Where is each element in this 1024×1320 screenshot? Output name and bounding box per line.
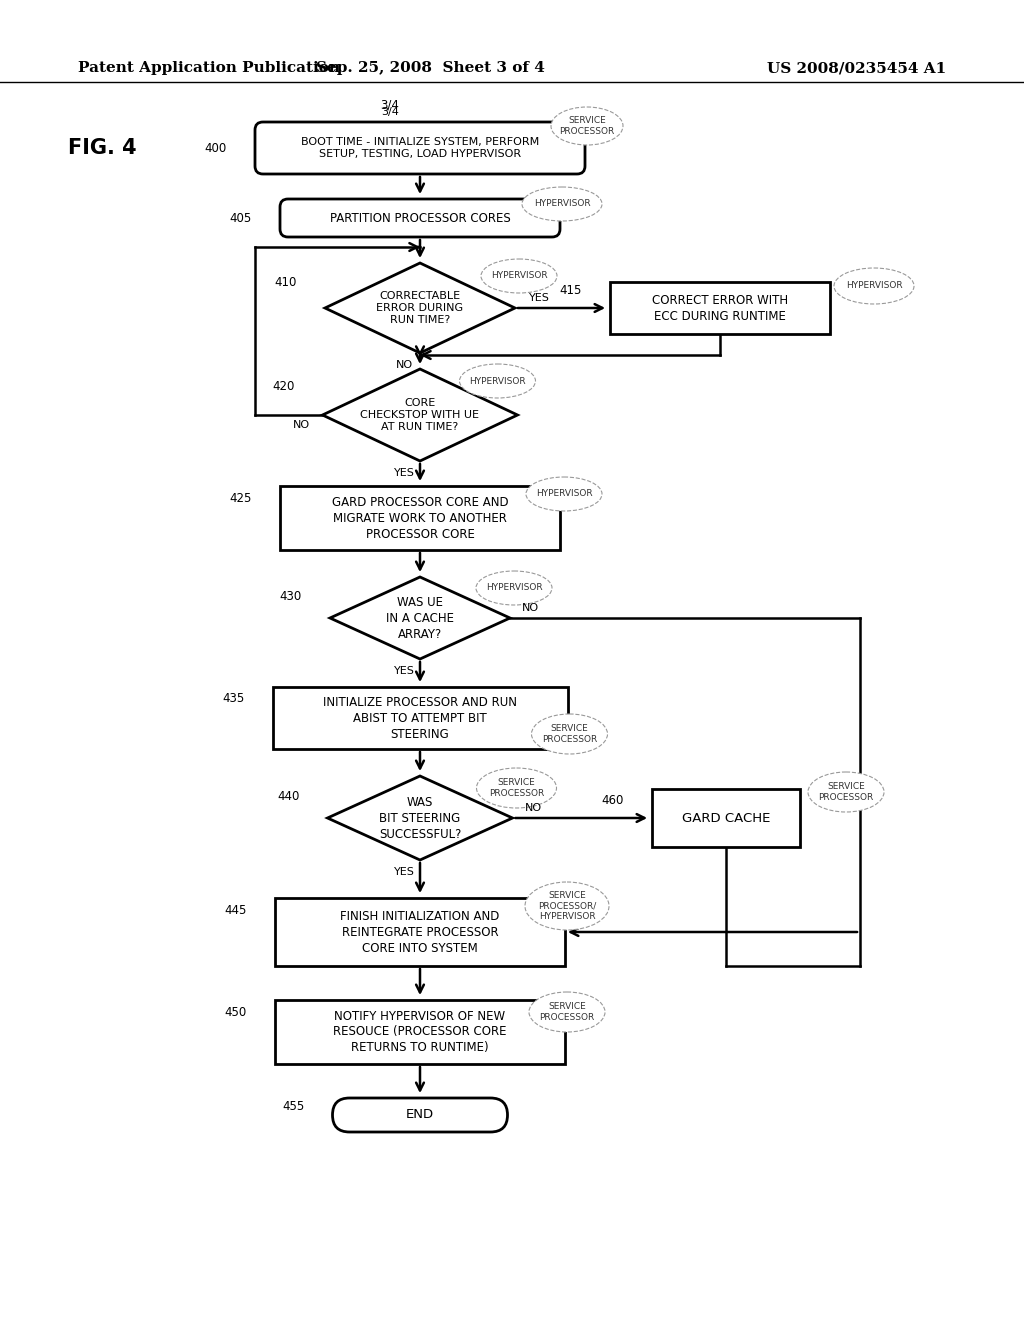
Polygon shape <box>328 776 512 861</box>
Bar <box>280 486 560 550</box>
Text: FINISH INITIALIZATION AND
REINTEGRATE PROCESSOR
CORE INTO SYSTEM: FINISH INITIALIZATION AND REINTEGRATE PR… <box>340 909 500 954</box>
Text: PARTITION PROCESSOR CORES: PARTITION PROCESSOR CORES <box>330 211 510 224</box>
Ellipse shape <box>460 364 536 399</box>
Text: Sep. 25, 2008  Sheet 3 of 4: Sep. 25, 2008 Sheet 3 of 4 <box>315 61 545 75</box>
Ellipse shape <box>481 259 557 293</box>
Text: 455: 455 <box>283 1101 304 1114</box>
Text: 3/4: 3/4 <box>381 107 399 117</box>
Bar <box>272 686 567 748</box>
Text: WAS UE
IN A CACHE
ARRAY?: WAS UE IN A CACHE ARRAY? <box>386 595 454 640</box>
Text: SERVICE
PROCESSOR: SERVICE PROCESSOR <box>559 116 614 136</box>
Text: CORRECTABLE
ERROR DURING
RUN TIME?: CORRECTABLE ERROR DURING RUN TIME? <box>377 290 464 326</box>
Text: YES: YES <box>529 293 550 304</box>
Ellipse shape <box>531 714 607 754</box>
Text: SERVICE
PROCESSOR: SERVICE PROCESSOR <box>818 783 873 801</box>
Bar <box>652 789 800 847</box>
Ellipse shape <box>526 477 602 511</box>
Ellipse shape <box>476 768 556 808</box>
Text: FIG. 4: FIG. 4 <box>68 139 136 158</box>
Ellipse shape <box>476 572 552 605</box>
Text: INITIALIZE PROCESSOR AND RUN
ABIST TO ATTEMPT BIT
STEERING: INITIALIZE PROCESSOR AND RUN ABIST TO AT… <box>323 696 517 741</box>
Text: 410: 410 <box>274 276 297 289</box>
Text: SERVICE
PROCESSOR: SERVICE PROCESSOR <box>488 779 544 797</box>
Ellipse shape <box>834 268 914 304</box>
Text: SERVICE
PROCESSOR: SERVICE PROCESSOR <box>540 1002 595 1022</box>
Text: 450: 450 <box>224 1006 247 1019</box>
Text: SERVICE
PROCESSOR/
HYPERVISOR: SERVICE PROCESSOR/ HYPERVISOR <box>538 891 596 921</box>
Text: YES: YES <box>393 667 415 676</box>
Text: 400: 400 <box>205 141 227 154</box>
Ellipse shape <box>551 107 623 145</box>
Text: CORE
CHECKSTOP WITH UE
AT RUN TIME?: CORE CHECKSTOP WITH UE AT RUN TIME? <box>360 397 479 433</box>
Text: 420: 420 <box>272 380 295 393</box>
Text: 460: 460 <box>602 793 624 807</box>
Text: Patent Application Publication: Patent Application Publication <box>78 61 340 75</box>
Text: BOOT TIME - INITIALIZE SYSTEM, PERFORM
SETUP, TESTING, LOAD HYPERVISOR: BOOT TIME - INITIALIZE SYSTEM, PERFORM S… <box>301 137 539 160</box>
FancyBboxPatch shape <box>333 1098 508 1133</box>
Text: 425: 425 <box>229 491 252 504</box>
Text: YES: YES <box>393 867 415 876</box>
Text: GARD PROCESSOR CORE AND
MIGRATE WORK TO ANOTHER
PROCESSOR CORE: GARD PROCESSOR CORE AND MIGRATE WORK TO … <box>332 495 508 540</box>
Text: CORRECT ERROR WITH
ECC DURING RUNTIME: CORRECT ERROR WITH ECC DURING RUNTIME <box>652 293 788 322</box>
Ellipse shape <box>525 882 609 931</box>
Ellipse shape <box>529 993 605 1032</box>
Bar <box>275 898 565 966</box>
FancyBboxPatch shape <box>280 199 560 238</box>
Polygon shape <box>330 577 510 659</box>
Text: HYPERVISOR: HYPERVISOR <box>846 281 902 290</box>
Text: GARD CACHE: GARD CACHE <box>682 812 770 825</box>
Text: 405: 405 <box>229 211 252 224</box>
Text: US 2008/0235454 A1: US 2008/0235454 A1 <box>767 61 946 75</box>
Text: HYPERVISOR: HYPERVISOR <box>490 272 547 281</box>
Text: NO: NO <box>395 360 413 370</box>
Text: NOTIFY HYPERVISOR OF NEW
RESOUCE (PROCESSOR CORE
RETURNS TO RUNTIME): NOTIFY HYPERVISOR OF NEW RESOUCE (PROCES… <box>333 1010 507 1055</box>
Ellipse shape <box>522 187 602 220</box>
Bar <box>275 1001 565 1064</box>
Text: 415: 415 <box>560 284 582 297</box>
Polygon shape <box>323 370 517 461</box>
Text: HYPERVISOR: HYPERVISOR <box>536 490 592 499</box>
Text: WAS
BIT STEERING
SUCCESSFUL?: WAS BIT STEERING SUCCESSFUL? <box>379 796 461 841</box>
Text: NO: NO <box>293 420 310 430</box>
FancyBboxPatch shape <box>255 121 585 174</box>
Text: 3/4: 3/4 <box>381 99 399 111</box>
Text: NO: NO <box>524 803 542 813</box>
Text: 435: 435 <box>222 692 245 705</box>
Ellipse shape <box>808 772 884 812</box>
Bar <box>610 282 830 334</box>
Text: SERVICE
PROCESSOR: SERVICE PROCESSOR <box>542 725 597 743</box>
Text: HYPERVISOR: HYPERVISOR <box>534 199 590 209</box>
Text: 430: 430 <box>280 590 302 602</box>
Text: 440: 440 <box>278 789 299 803</box>
Text: 445: 445 <box>224 903 247 916</box>
Text: NO: NO <box>522 603 539 612</box>
Text: HYPERVISOR: HYPERVISOR <box>485 583 543 593</box>
Text: HYPERVISOR: HYPERVISOR <box>469 376 525 385</box>
Polygon shape <box>325 263 515 352</box>
Text: END: END <box>406 1109 434 1122</box>
Text: YES: YES <box>393 469 415 478</box>
